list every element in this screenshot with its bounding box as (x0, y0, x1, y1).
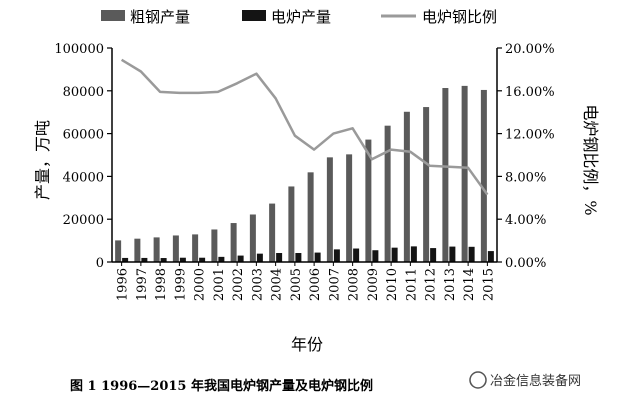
bar-crude-2012 (423, 107, 430, 263)
watermark: 冶金信息装备网 (469, 371, 581, 389)
tick-labels-layer: 0 20000 40000 60000 80000 100000 0.00% 4.00% 8.0… (54, 42, 554, 301)
bar-crude-2010 (384, 125, 391, 262)
x-tick-label: 2013 (443, 268, 458, 301)
legend-label-ratio: 电炉钢比例 (422, 8, 497, 26)
x-tick-label: 2009 (366, 268, 381, 301)
bar-crude-2011 (403, 111, 410, 262)
y-tick-label: 80000 (63, 85, 104, 100)
bar-crude-2013 (442, 88, 449, 262)
bar-crude-1999 (172, 235, 179, 262)
x-tick-label: 2007 (327, 268, 342, 301)
bar-crude-2006 (307, 172, 314, 262)
bar-eaf-2007 (333, 249, 340, 262)
bar-crude-1996 (115, 240, 122, 262)
bar-crude-2003 (249, 214, 256, 262)
bar-eaf-2002 (237, 255, 244, 262)
y2-tick-label: 0.00% (505, 256, 546, 271)
y2-tick-label: 8.00% (505, 170, 546, 185)
bars-layer (115, 85, 494, 263)
x-tick-label: 1997 (135, 268, 150, 301)
ratio-line (120, 58, 489, 196)
bar-eaf-2005 (295, 253, 302, 262)
x-tick-label: 1996 (116, 268, 131, 301)
y-axis-title: 产量，万吨 (33, 120, 52, 200)
bar-crude-2001 (211, 229, 218, 262)
bar-crude-2004 (269, 203, 276, 262)
x-tick-label: 2004 (270, 268, 285, 301)
bar-crude-2014 (461, 85, 468, 263)
bar-crude-2005 (288, 186, 295, 262)
bar-eaf-2010 (391, 247, 398, 262)
bar-eaf-2004 (276, 253, 283, 262)
bar-eaf-2003 (256, 253, 263, 262)
bar-eaf-2011 (410, 246, 417, 262)
bar-crude-1997 (134, 238, 141, 262)
x-tick-label: 2011 (404, 268, 419, 301)
x-axis-title: 年份 (291, 335, 323, 354)
bar-eaf-2009 (372, 250, 379, 262)
x-tick-label: 2005 (289, 268, 304, 301)
x-tick-label: 2015 (481, 268, 496, 301)
x-tick-label: 1999 (173, 268, 188, 301)
bar-eaf-2013 (449, 246, 456, 262)
y-tick-label: 0 (96, 256, 104, 271)
y-tick-label: 40000 (63, 170, 104, 185)
bar-crude-2007 (326, 157, 333, 262)
wechat-icon (469, 371, 487, 389)
axes-layer (107, 47, 502, 266)
ratio-line-layer (120, 58, 489, 196)
y2-tick-label: 4.00% (505, 213, 546, 228)
y-tick-label: 60000 (63, 128, 104, 143)
y-tick-label: 100000 (54, 42, 104, 57)
figure-caption: 图 1 1996—2015 年我国电炉钢产量及电炉钢比例 (70, 378, 373, 394)
x-tick-label: 2008 (347, 268, 362, 301)
bar-crude-2008 (346, 154, 353, 262)
x-tick-label: 2006 (308, 268, 323, 301)
bar-eaf-1999 (179, 257, 186, 262)
x-tick-label: 2010 (385, 268, 400, 301)
bar-eaf-2001 (218, 256, 225, 262)
watermark-label: 冶金信息装备网 (490, 373, 581, 389)
bar-eaf-2014 (468, 246, 475, 262)
bar-crude-2009 (365, 139, 372, 262)
x-tick-label: 2014 (462, 268, 477, 301)
bar-eaf-2006 (314, 252, 321, 262)
bar-eaf-2008 (353, 248, 360, 262)
y2-tick-label: 20.00% (505, 42, 555, 57)
y2-tick-label: 16.00% (505, 85, 555, 100)
x-tick-label: 2012 (424, 268, 439, 301)
y2-tick-label: 12.00% (505, 128, 555, 143)
bar-eaf-2015 (487, 251, 494, 262)
x-tick-label: 2002 (231, 268, 246, 301)
legend: 粗钢产量 电炉产量 电炉钢比例 (101, 8, 497, 26)
legend-swatch-crude (101, 10, 125, 21)
bar-crude-1998 (153, 237, 160, 262)
bar-crude-2002 (230, 223, 237, 262)
bar-crude-2000 (192, 234, 199, 262)
x-tick-label: 2000 (193, 268, 208, 301)
legend-label-eaf: 电炉产量 (271, 8, 331, 26)
x-tick-label: 1998 (154, 268, 169, 301)
legend-swatch-eaf (242, 10, 266, 21)
y-tick-label: 20000 (63, 213, 104, 228)
legend-label-crude: 粗钢产量 (130, 8, 190, 26)
bar-eaf-2012 (430, 248, 437, 262)
x-tick-label: 2001 (212, 268, 227, 301)
bar-eaf-1996 (122, 257, 129, 262)
bar-crude-2015 (480, 89, 487, 262)
bar-eaf-1997 (141, 257, 148, 262)
bar-eaf-2000 (199, 257, 206, 262)
bar-eaf-1998 (160, 258, 167, 262)
x-tick-label: 2003 (250, 268, 265, 301)
y2-axis-title: 电炉钢比例，% (581, 104, 600, 215)
